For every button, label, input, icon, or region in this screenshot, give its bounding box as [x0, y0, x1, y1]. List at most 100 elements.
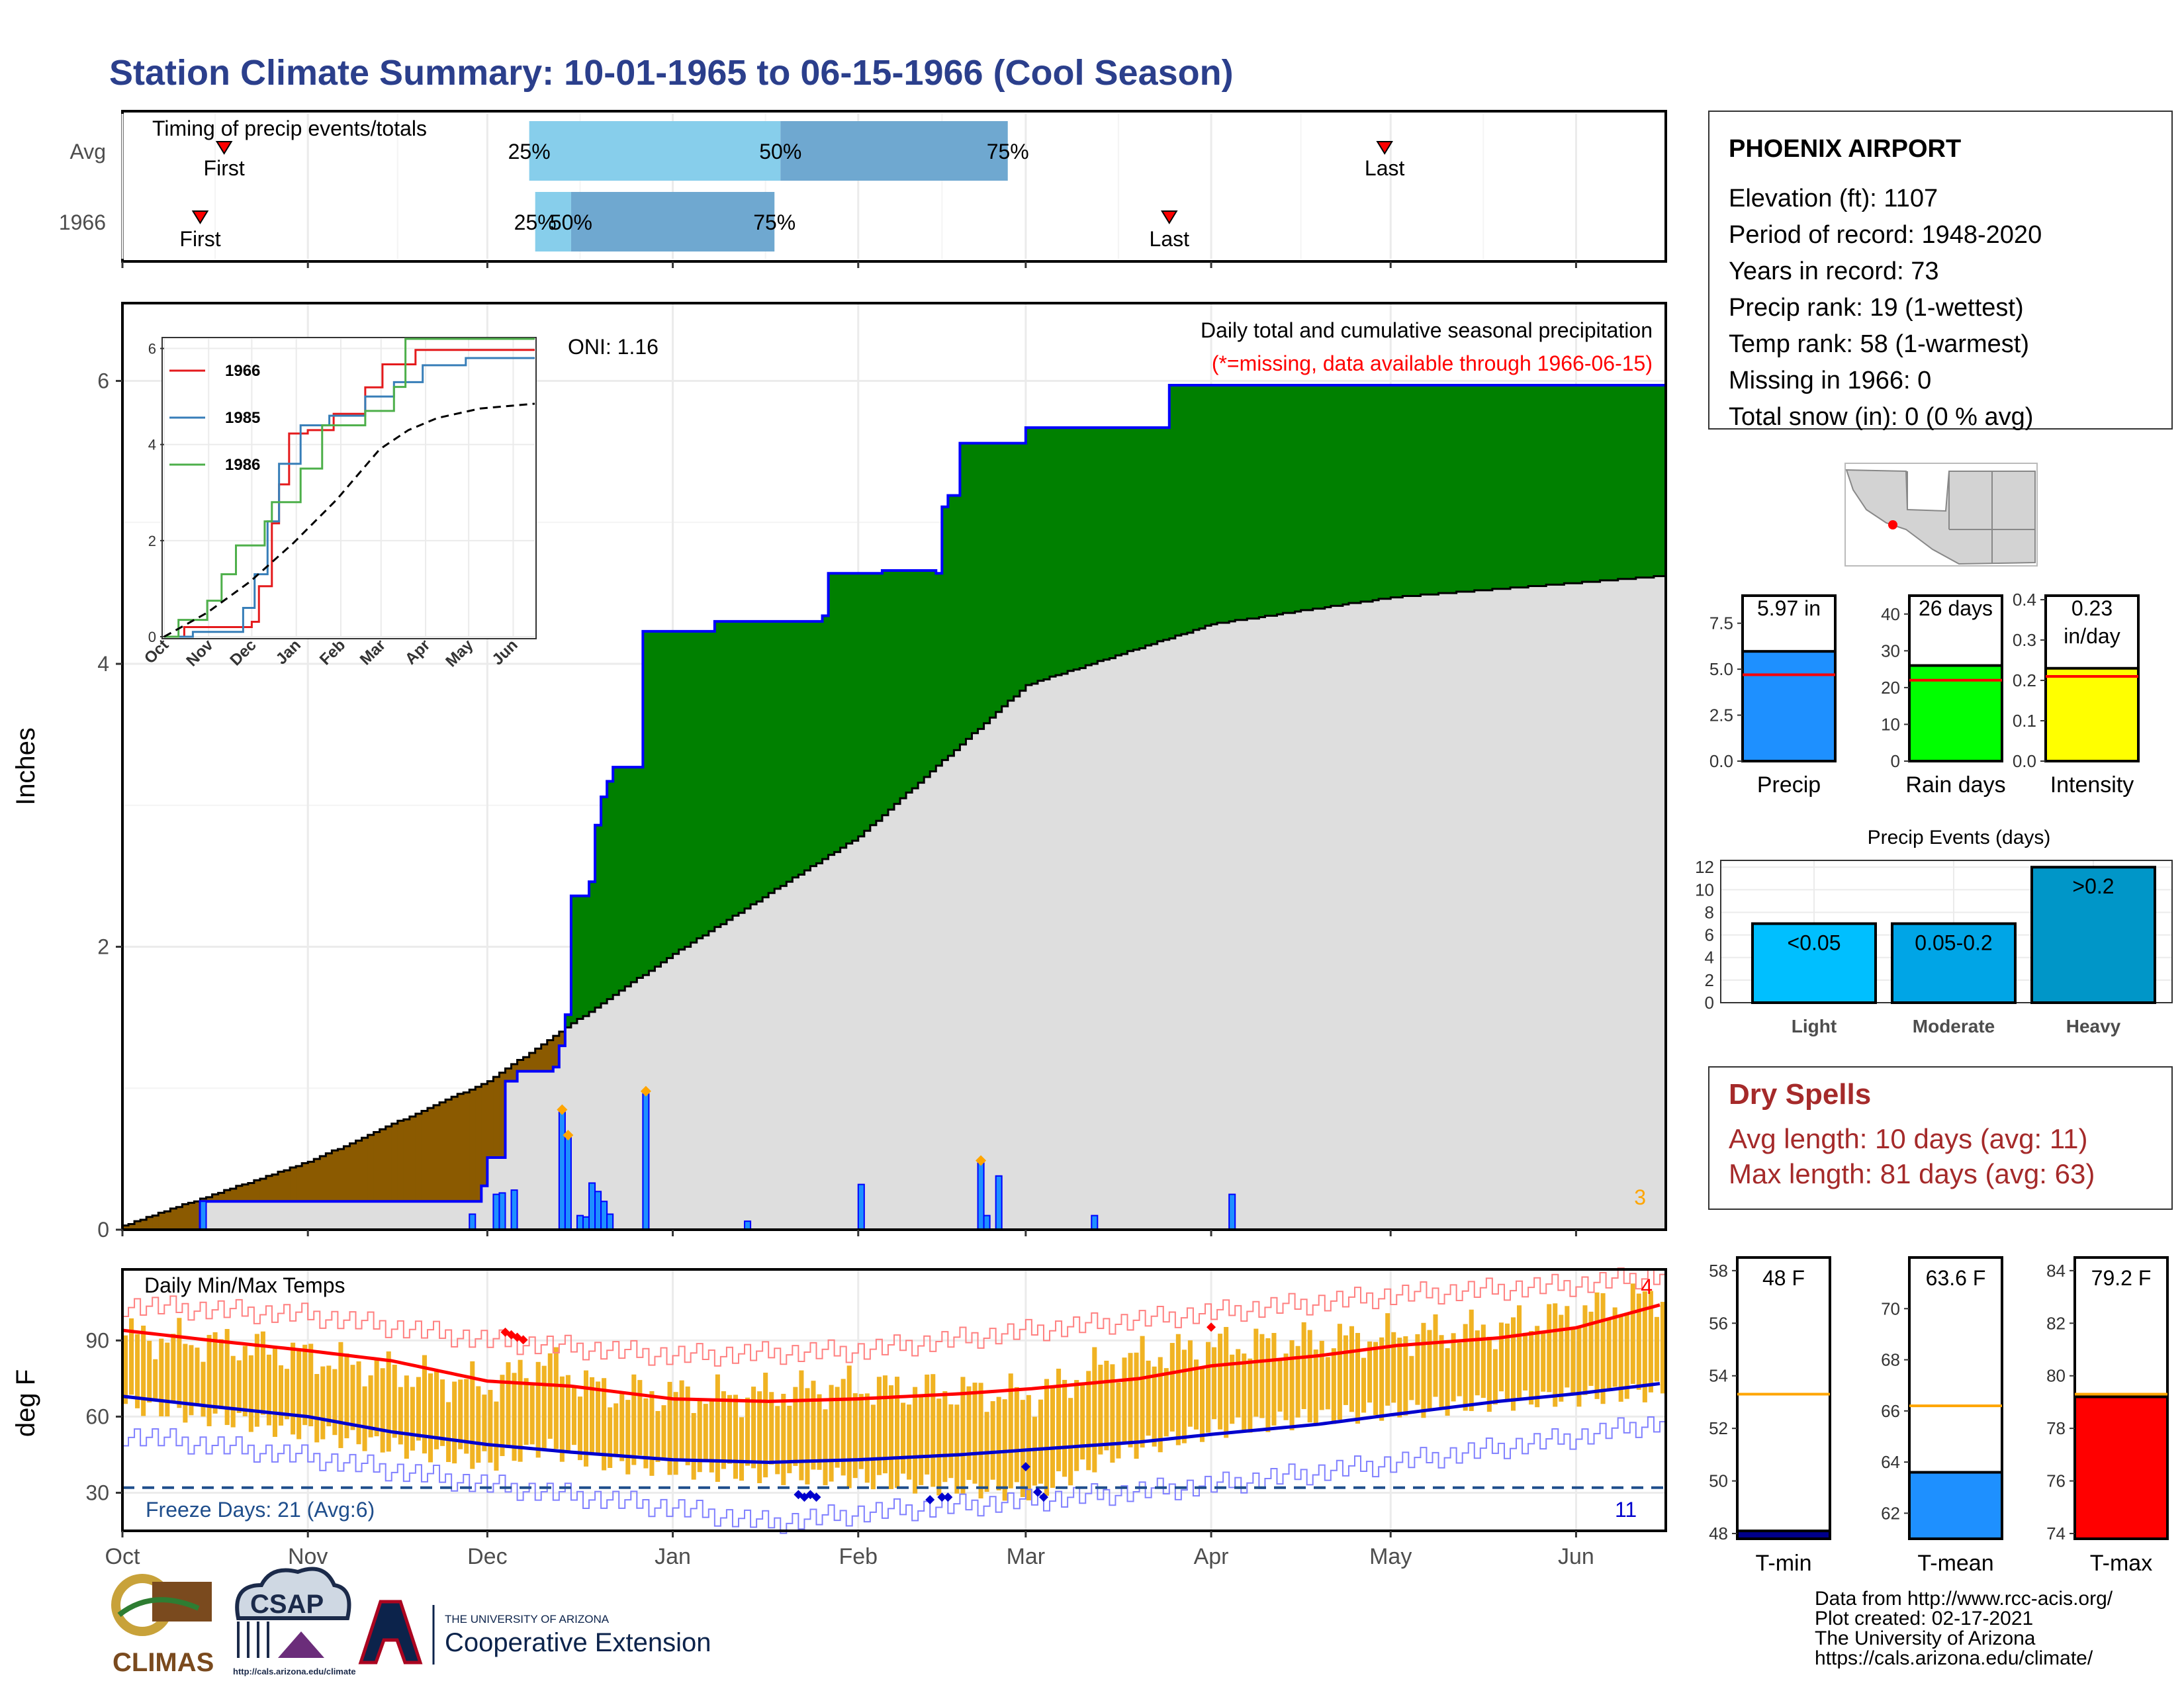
daily-temp-bar	[1618, 1316, 1623, 1402]
deficit-area-day	[259, 1179, 267, 1202]
surplus-area-day	[582, 895, 590, 1017]
daily-temp-bar	[888, 1385, 893, 1489]
summary-label-2: Intensity	[2050, 772, 2134, 798]
daily-temp-bar	[404, 1375, 409, 1459]
deficit-area-day	[271, 1174, 279, 1202]
surplus-area-day	[565, 1015, 572, 1028]
surplus-area-day	[1546, 385, 1553, 585]
daily-temp-bar	[1218, 1334, 1223, 1430]
summary-value-0: 5.97 in	[1757, 596, 1821, 620]
daily-temp-bar	[1259, 1334, 1265, 1418]
daily-temp-bar	[1175, 1334, 1181, 1445]
surplus-area-day	[1480, 385, 1487, 590]
surplus-area-day	[655, 631, 662, 967]
deficit-area-day	[314, 1159, 320, 1202]
daily-temp-bar	[1265, 1338, 1271, 1432]
surplus-area-day	[625, 767, 631, 987]
daily-temp-bar	[775, 1406, 780, 1475]
temp-month-label: Apr	[1194, 1544, 1229, 1569]
daily-temp-bar	[165, 1342, 170, 1417]
surplus-area-day	[1576, 385, 1583, 584]
surplus-area-day	[1468, 385, 1475, 592]
surplus-area-day	[1145, 428, 1152, 646]
daily-temp-bar	[206, 1334, 212, 1426]
daily-temp-bar	[320, 1366, 326, 1440]
daily-temp-bar	[823, 1409, 828, 1486]
precip-y-tick-label: 0	[97, 1218, 109, 1242]
daily-temp-bar	[649, 1391, 655, 1476]
surplus-area-day	[816, 621, 823, 864]
events-tick-label: 10	[1695, 880, 1714, 899]
surplus-area-day	[1641, 385, 1649, 578]
daily-temp-bar	[727, 1394, 732, 1464]
daily-temp-bar	[535, 1361, 541, 1458]
daily-temp-bar	[1128, 1353, 1133, 1447]
timing-label-last: Last	[1150, 227, 1190, 251]
temp-summary-tick-label: 52	[1709, 1418, 1728, 1438]
events-tick-label: 2	[1705, 970, 1714, 990]
daily-temp-bar	[1152, 1366, 1157, 1447]
deficit-area-day	[349, 1143, 357, 1202]
surplus-area-day	[1367, 385, 1373, 602]
dry-spells-box: Dry Spells Avg length: 10 days (avg: 11)…	[1708, 1066, 2173, 1210]
daily-precip-bar	[600, 1201, 608, 1231]
surplus-area-day	[1169, 385, 1176, 639]
ua-logo: THE UNIVERSITY OF ARIZONA Cooperative Ex…	[358, 1600, 711, 1665]
station-precip-rank: Precip rank: 19 (1-wettest)	[1729, 294, 2024, 322]
deficit-area-day	[212, 1194, 219, 1202]
surplus-area-day	[1163, 428, 1170, 640]
daily-temp-bar	[852, 1393, 858, 1479]
daily-temp-bar	[147, 1340, 152, 1403]
daily-temp-bar	[1181, 1349, 1187, 1443]
daily-temp-bar	[590, 1377, 595, 1453]
timing-heading: Timing of precip events/totals	[152, 116, 427, 140]
deficit-area-day	[128, 1224, 135, 1230]
daily-temp-bar	[996, 1396, 1001, 1490]
inset-frame	[161, 337, 537, 639]
surplus-area-day	[1385, 385, 1391, 599]
daily-temp-bar	[470, 1361, 475, 1469]
surplus-area-day	[751, 621, 757, 905]
deficit-area-day	[200, 1198, 207, 1202]
daily-temp-bar	[1451, 1333, 1456, 1402]
daily-temp-bar	[153, 1359, 158, 1400]
summary-bars: 0.0 2.5 5.0 7.5 5.97 in Precip 0 10 20 30 40 26 day…	[1709, 590, 2140, 798]
daily-temp-bar	[218, 1339, 224, 1410]
temp-summary-tick-label: 50	[1709, 1471, 1728, 1491]
daily-temp-bar	[829, 1385, 834, 1482]
surplus-area-day	[1199, 385, 1206, 629]
surplus-area-day	[798, 621, 805, 875]
station-period: Period of record: 1948-2020	[1729, 221, 2042, 249]
daily-temp-bar	[129, 1318, 134, 1395]
daily-temp-bar	[1367, 1341, 1373, 1403]
daily-temp-bar	[1044, 1379, 1050, 1496]
csap-logo-rain	[237, 1622, 269, 1658]
events-bar-label: <0.05	[1788, 931, 1841, 955]
daily-temp-bar	[1415, 1334, 1420, 1405]
surplus-area-day	[1283, 385, 1290, 614]
deficit-area-day	[170, 1208, 177, 1230]
daily-temp-bar	[966, 1386, 972, 1481]
deficit-area-day	[206, 1197, 213, 1202]
daily-temp-bar	[1098, 1364, 1103, 1455]
timing-marker-last	[1160, 210, 1178, 224]
temp-summary-value: 63.6 F	[1926, 1266, 1986, 1290]
ua-logo-a	[358, 1600, 423, 1665]
surplus-area-day	[822, 616, 829, 859]
surplus-area-day	[619, 767, 625, 991]
daily-temp-bar	[1523, 1332, 1528, 1391]
credit-plot-date: Plot created: 02-17-2021	[1815, 1608, 2033, 1629]
dry-spells-frame	[1708, 1066, 2173, 1210]
daily-precip-bar	[1228, 1193, 1236, 1231]
daily-precip-bar	[977, 1162, 985, 1231]
record-high-marker	[518, 1335, 528, 1345]
avg-max-line	[122, 1303, 1661, 1403]
daily-temp-bar	[931, 1374, 936, 1487]
inset-legend-label: 1985	[225, 409, 260, 427]
freeze-days-label: Freeze Days: 21 (Avg:6)	[146, 1498, 375, 1522]
temp-summary-tick-label: 48	[1709, 1524, 1728, 1543]
surplus-area-day	[989, 443, 997, 718]
surplus-area-day	[852, 573, 859, 841]
surplus-area-day	[1043, 428, 1050, 680]
